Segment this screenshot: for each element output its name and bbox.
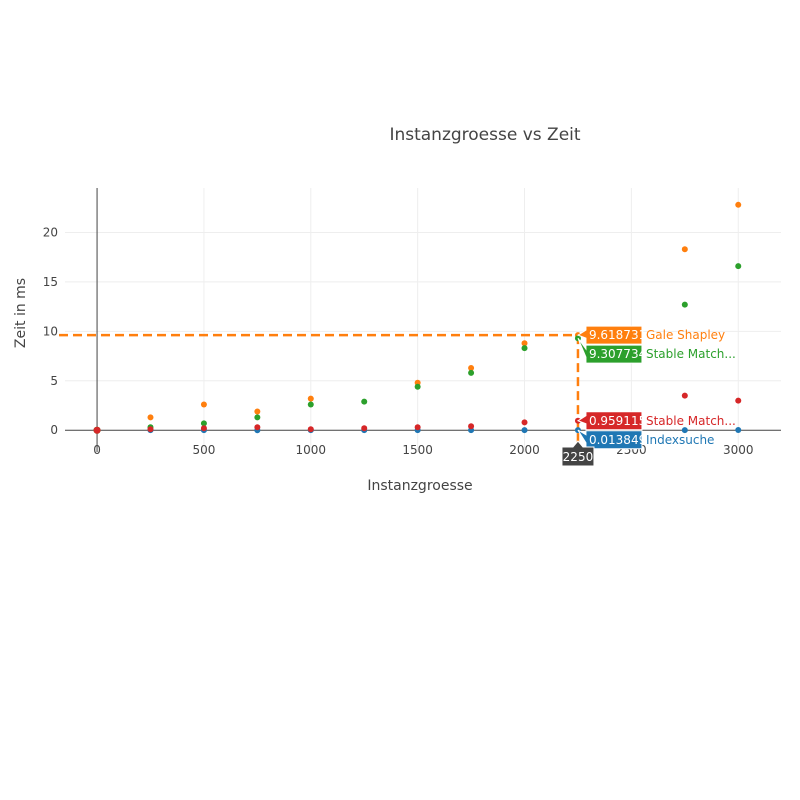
chart-title: Instanzgroesse vs Zeit (389, 125, 580, 145)
hover-label-value: 0.959115 (589, 414, 646, 428)
hover-label-name: Indexsuche (646, 433, 714, 447)
data-point-series-3 (147, 426, 154, 433)
data-point-series-1 (200, 401, 207, 408)
y-axis-label: Zeit in ms (13, 278, 29, 348)
hover-label-value: 0.013849 (589, 433, 646, 447)
hover-label-name: Stable Match... (646, 414, 736, 428)
hover-label-box (576, 325, 643, 345)
hover-label-box (577, 337, 643, 364)
data-point-series-0 (521, 427, 528, 434)
data-point-series-3 (254, 424, 261, 431)
data-point-series-1 (681, 246, 688, 253)
hover-label: 0.959115 Stable Match... (576, 411, 736, 431)
x-tick-label: 1500 (402, 443, 433, 457)
data-point-series-2 (414, 383, 421, 390)
y-tick-label: 0 (50, 423, 58, 437)
data-point-series-2 (254, 414, 261, 421)
hover-label: 0.013849 Indexsuche (577, 429, 714, 450)
hover-label: 9.307734 Stable Match... (577, 337, 736, 364)
data-point-series-0 (681, 427, 688, 434)
hover-x-label-text: 2250 (563, 450, 594, 464)
data-point-series-3 (361, 425, 368, 432)
data-point-series-0 (735, 427, 742, 434)
x-tick-label: 1000 (296, 443, 327, 457)
hover-label-name: Stable Match... (646, 347, 736, 361)
hover-label-value: 9.618731 (589, 328, 646, 342)
hover-label-box (577, 429, 643, 450)
hover-label-value: 9.307734 (589, 347, 646, 361)
data-point-series-3 (735, 397, 742, 404)
spike-layer (59, 333, 580, 448)
data-point-series-1 (521, 340, 528, 347)
data-point-series-3 (681, 392, 688, 399)
points-layer (93, 201, 742, 434)
x-tick-label: 0 (93, 443, 101, 457)
data-point-series-2 (735, 263, 742, 270)
data-point-series-2 (200, 420, 207, 427)
x-tick-label: 2000 (509, 443, 540, 457)
hover-label-name: Gale Shapley (646, 328, 725, 342)
hover-label: 9.618731 Gale Shapley (576, 325, 725, 345)
hover-label-box (576, 411, 643, 431)
data-point-series-3 (200, 425, 207, 432)
y-tick-label: 15 (43, 275, 58, 289)
data-point-series-2 (307, 401, 314, 408)
x-axis-label: Instanzgroesse (367, 478, 472, 494)
data-point-series-3 (414, 424, 421, 431)
y-tick-label: 5 (50, 374, 58, 388)
data-point-series-2 (361, 398, 368, 405)
hover-x-label-box (561, 440, 595, 467)
data-point-series-3 (307, 426, 314, 433)
data-point-series-1 (254, 408, 261, 415)
data-point-series-2 (468, 369, 475, 376)
x-tick-label: 3000 (723, 443, 754, 457)
data-point-series-2 (521, 345, 528, 352)
grid-layer (65, 188, 781, 452)
data-point-series-1 (307, 395, 314, 402)
data-point-series-1 (735, 201, 742, 208)
data-point-series-3 (93, 426, 101, 434)
data-point-series-3 (468, 423, 475, 430)
x-tick-label: 500 (192, 443, 215, 457)
hover-x-label: 2250 (561, 440, 595, 467)
data-point-series-1 (468, 364, 475, 371)
y-tick-label: 10 (43, 324, 58, 338)
data-point-series-3 (521, 419, 528, 426)
data-point-series-2 (681, 301, 688, 308)
data-point-series-1 (147, 414, 154, 421)
y-tick-label: 20 (43, 225, 58, 239)
